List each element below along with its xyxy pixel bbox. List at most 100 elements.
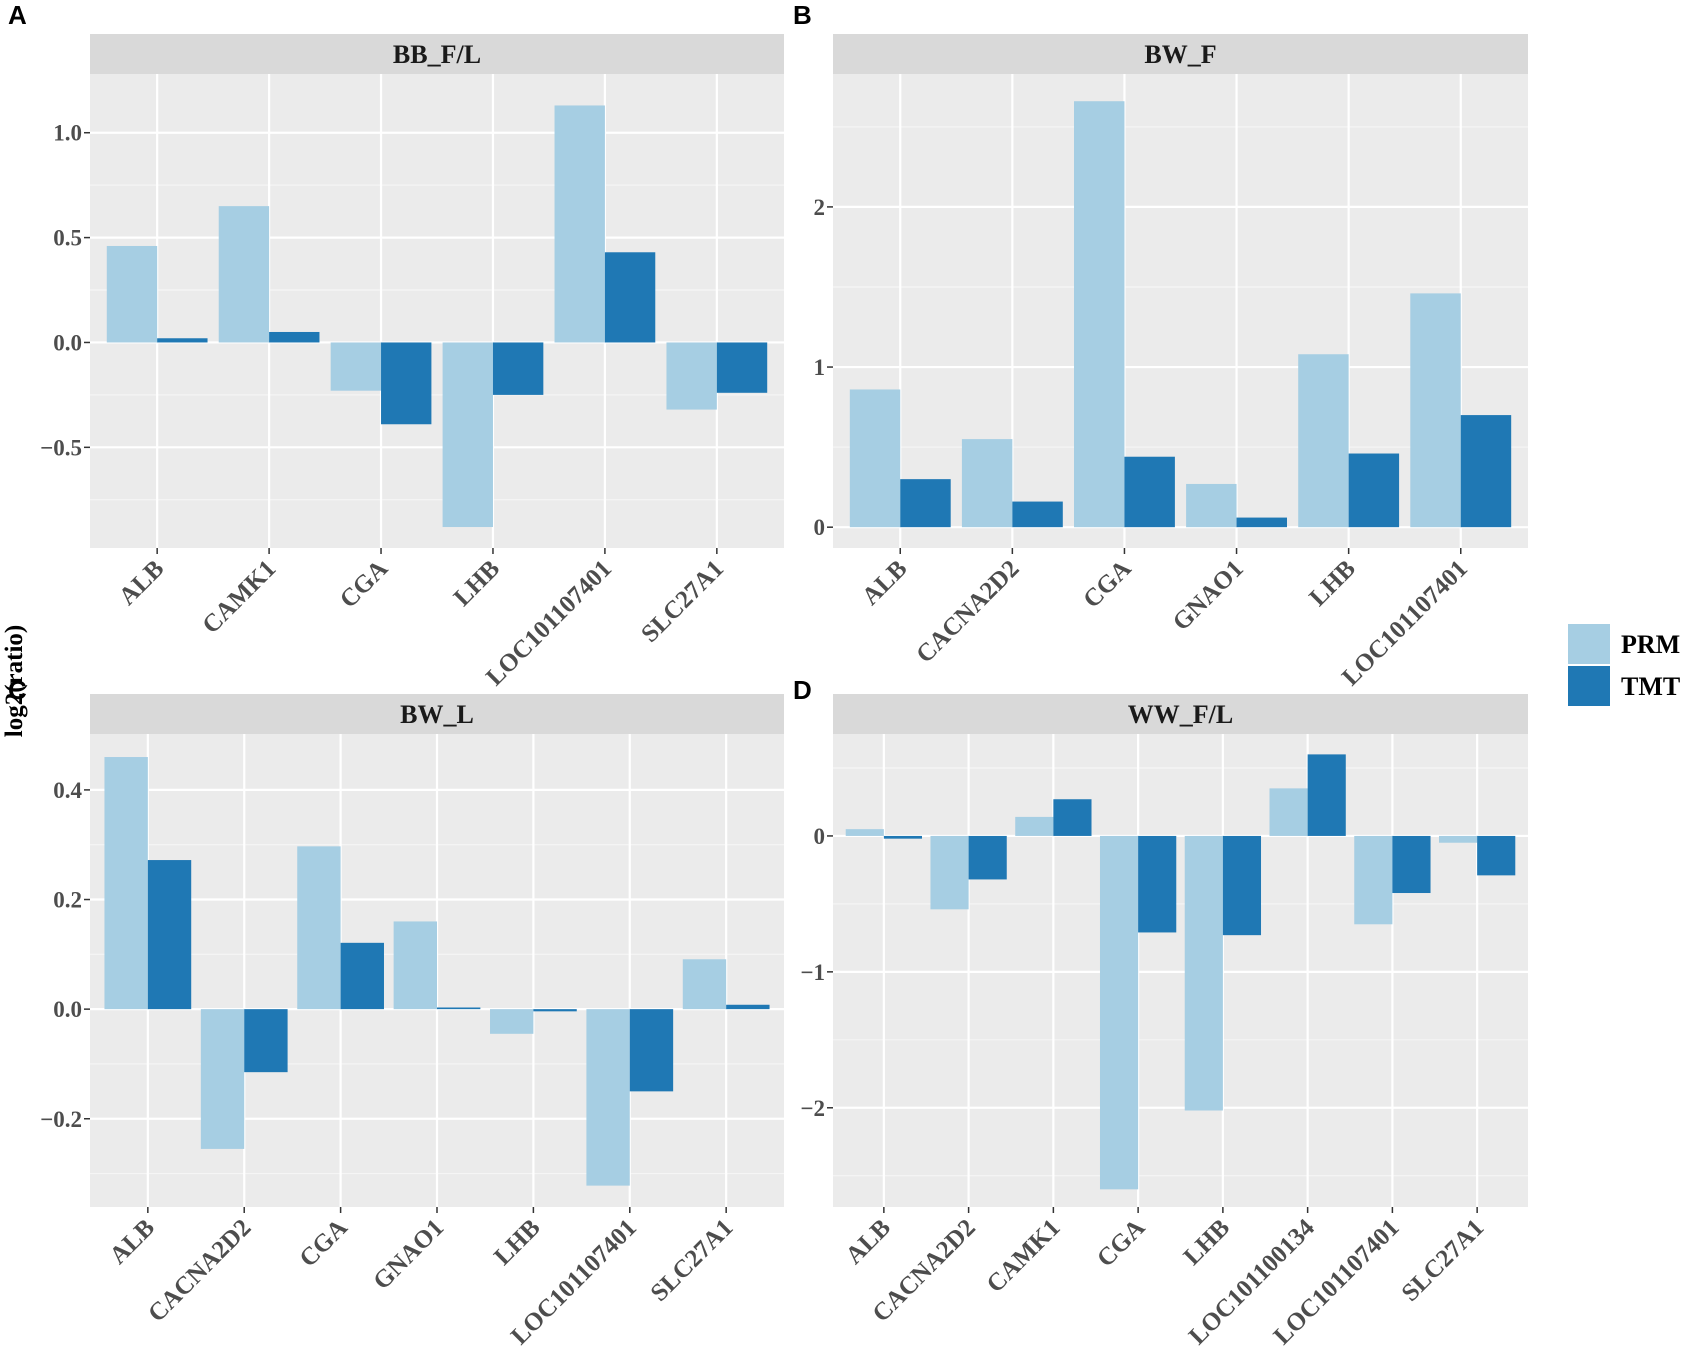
- panel-d-bar-tmt-cacna2d2: [968, 835, 1007, 880]
- panel-a-ytick-label: 1.0: [53, 121, 82, 146]
- panel-d-bar-tmt-lhb: [1222, 835, 1262, 936]
- panel-d-bar-tmt-alb: [883, 835, 922, 839]
- legend-swatch-prm: [1568, 624, 1610, 664]
- panel-b-bar-prm-cacna2d2: [961, 439, 1013, 528]
- panel-d-bar-prm-alb: [845, 829, 884, 836]
- panel-d-bar-tmt-slc27a1: [1477, 835, 1516, 876]
- panel-a-xtick-label: CAMK1: [197, 555, 281, 639]
- legend-swatch-tmt: [1568, 666, 1610, 706]
- panel-b-bar-tmt-cga: [1124, 456, 1175, 528]
- panel-d-bar-tmt-loc101107401: [1392, 835, 1431, 894]
- panel-b-ytick-label: 2: [814, 195, 826, 220]
- panel-d-bar-prm-cga: [1099, 835, 1139, 1190]
- panel-a-bar-prm-camk1: [218, 206, 270, 343]
- panel-b-xtick-label: CGA: [1078, 555, 1136, 613]
- y-axis-label: log2(ratio): [1, 625, 28, 737]
- panel-b-strip: [833, 34, 1528, 74]
- panel-c-bar-prm-lhb: [490, 1009, 534, 1034]
- panel-b-bar-prm-loc101107401: [1410, 293, 1461, 528]
- panel-b-bar-tmt-loc101107401: [1460, 415, 1512, 528]
- panel-c-xtick-label: ALB: [105, 1214, 160, 1269]
- panel-b-xtick-label: CACNA2D2: [911, 555, 1024, 668]
- panel-c-bar-tmt-gnao1: [437, 1007, 481, 1010]
- panel-d-xtick-label: CGA: [1092, 1214, 1150, 1272]
- panel-a-bar-tmt-slc27a1: [716, 342, 768, 393]
- panel-b-xtick-label: LHB: [1304, 555, 1360, 611]
- legend: PRM TMT: [1568, 624, 1680, 706]
- panel-a-xtick-label: ALB: [114, 555, 169, 610]
- panel-b-bar-prm-gnao1: [1186, 483, 1237, 528]
- panel-a-bar-tmt-cga: [381, 342, 432, 425]
- panel-a-bar-tmt-lhb: [492, 342, 544, 395]
- panel-c-xtick-label: SLC27A1: [646, 1214, 739, 1307]
- panel-a-letter: A: [8, 0, 27, 30]
- panel-a-title: BB_F/L: [393, 40, 481, 69]
- panel-d-plot-area: [833, 734, 1528, 1207]
- panel-a-bar-prm-alb: [106, 245, 158, 343]
- panel-b-letter: B: [793, 0, 812, 30]
- panel-b-xtick-label: GNAO1: [1168, 555, 1249, 636]
- panel-c-xtick-label: CACNA2D2: [143, 1214, 256, 1327]
- panel-c-bar-prm-alb: [104, 757, 148, 1010]
- panel-b-bar-prm-alb: [849, 389, 901, 528]
- panel-c-bar-prm-slc27a1: [682, 959, 727, 1010]
- legend-label-tmt: TMT: [1621, 672, 1680, 701]
- panel-c-ytick-label: −0.2: [40, 1107, 82, 1132]
- panel-d-ytick-label: 0: [814, 824, 826, 849]
- panel-d-xtick-label: SLC27A1: [1397, 1214, 1490, 1307]
- panel-c-bar-tmt-slc27a1: [726, 1004, 770, 1010]
- panel-d-strip: [833, 694, 1528, 734]
- panel-a-bar-prm-loc101107401: [554, 105, 605, 343]
- panel-c-strip: [90, 694, 784, 734]
- panel-b-title: BW_F: [1144, 40, 1216, 69]
- panel-c-bar-prm-cacna2d2: [200, 1009, 245, 1149]
- panel-d-ytick-label: −2: [800, 1096, 825, 1121]
- panel-c-bar-tmt-alb: [147, 860, 192, 1010]
- panel-d-bar-tmt-loc101100134: [1307, 754, 1346, 836]
- panel-c-bar-tmt-lhb: [533, 1009, 577, 1012]
- panel-c-xtick-label: CGA: [294, 1214, 352, 1272]
- panel-b-bar-prm-lhb: [1298, 354, 1349, 528]
- panel-a-bar-prm-slc27a1: [666, 342, 717, 410]
- panel-d-bar-prm-slc27a1: [1439, 835, 1478, 843]
- panel-a-xtick-label: LHB: [449, 555, 505, 611]
- panel-b-ytick-label: 1: [814, 355, 826, 380]
- panel-b-bar-tmt-alb: [900, 479, 951, 528]
- panel-b-bar-tmt-cacna2d2: [1012, 501, 1063, 528]
- panel-b-bar-tmt-gnao1: [1236, 517, 1287, 528]
- panel-d-bar-prm-camk1: [1015, 816, 1054, 836]
- panel-b-xtick-label: ALB: [857, 555, 912, 610]
- panel-c-ytick-label: 0.2: [53, 888, 82, 913]
- panel-a-bar-prm-lhb: [442, 342, 493, 528]
- panel-b-bar-tmt-lhb: [1348, 453, 1400, 528]
- panel-b-ytick-label: 0: [814, 515, 826, 540]
- panel-d-ytick-label: −1: [800, 960, 825, 985]
- panel-a-strip: [90, 34, 784, 74]
- panel-a-bar-tmt-alb: [157, 338, 208, 343]
- panel-d-bar-prm-cacna2d2: [930, 835, 969, 910]
- panel-c-bar-prm-cga: [297, 846, 341, 1010]
- panel-c-ytick-label: 0.0: [53, 997, 82, 1022]
- panel-a-bar-prm-cga: [330, 342, 382, 391]
- panel-d-title: WW_F/L: [1128, 700, 1233, 729]
- legend-label-prm: PRM: [1621, 630, 1680, 659]
- panel-d-letter: D: [793, 675, 812, 705]
- panel-c-bar-prm-loc101107401: [586, 1009, 630, 1186]
- panel-b-bar-prm-cga: [1074, 101, 1125, 528]
- panel-a-ytick-label: 0.0: [53, 330, 82, 355]
- panel-c-ytick-label: 0.4: [53, 778, 82, 803]
- panel-c-bar-tmt-cacna2d2: [244, 1009, 288, 1073]
- panel-c-xtick-label: GNAO1: [368, 1214, 449, 1295]
- panel-a-bar-tmt-camk1: [269, 331, 320, 343]
- panel-c-letter: C: [8, 675, 27, 705]
- panel-c-bar-tmt-loc101107401: [629, 1009, 674, 1092]
- panel-a-bar-tmt-loc101107401: [604, 252, 656, 343]
- panel-c-bar-prm-gnao1: [393, 921, 437, 1010]
- panel-d-bar-prm-loc101100134: [1269, 788, 1308, 836]
